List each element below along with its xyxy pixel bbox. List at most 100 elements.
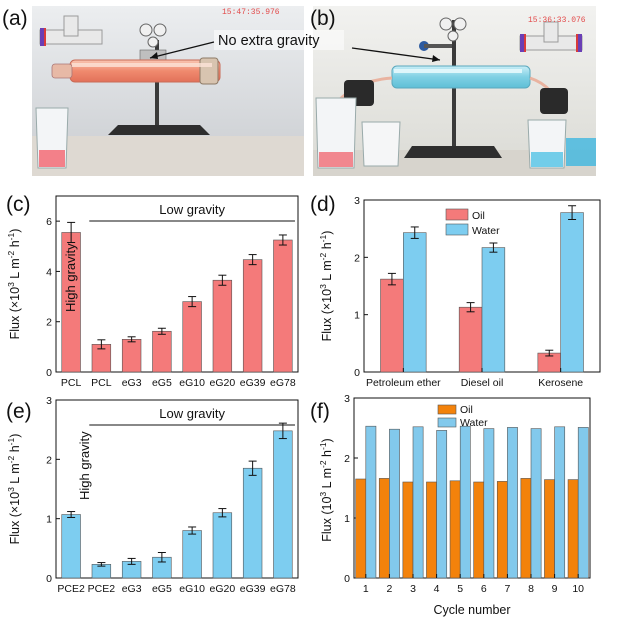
panel-label-c: (c) (6, 193, 31, 216)
panel-label-b: (b) (310, 7, 336, 30)
tube-a (51, 57, 221, 85)
chart-c-ytick-label: 0 (46, 367, 52, 379)
chart-f-xtick-label: 7 (504, 583, 510, 595)
chart-e-low-gravity-label: Low gravity (159, 406, 225, 421)
chart-e-ytick-label: 2 (46, 454, 52, 466)
chart-f-ylabel: Flux (103 L m-2 h-1) (318, 438, 334, 541)
chart-d-ytick-label: 2 (354, 252, 360, 264)
chart-f-xtick-label: 10 (572, 583, 584, 595)
chart-d-ytick-label: 0 (354, 367, 360, 379)
beaker-a (35, 107, 69, 169)
chart-d-xtick-label: Petroleum ether (366, 377, 441, 389)
chart-f-legend-label-water: Water (460, 417, 488, 429)
chart-f-bar-oil (449, 480, 461, 579)
chart-e-xtick-label: eG5 (152, 583, 172, 595)
chart-e-bar (61, 514, 81, 579)
chart-d-legend-label-water: Water (472, 225, 500, 237)
chart-c-plot-frame (55, 195, 299, 373)
chart-c-xtick-label: eG10 (179, 377, 205, 389)
chart-c-bar (273, 239, 293, 373)
chart-f-xtick-label: 3 (410, 583, 416, 595)
chart-f-ytick-label: 1 (344, 513, 350, 525)
chart-e-ylabel: Flux (×103 L m-2 h-1) (6, 434, 22, 545)
chart-f-bar-water (507, 427, 518, 579)
photo-b: 15:36:33.076 (313, 6, 596, 176)
chart-c-ytick-label: 4 (46, 266, 52, 278)
chart-c-ylabel: Flux (×103 L m-2 h-1) (6, 229, 22, 340)
chart-e-xtick-label: eG20 (210, 583, 236, 595)
chart-e-ytick-label: 3 (46, 395, 52, 407)
chart-c-xtick-label: eG39 (240, 377, 266, 389)
pipe-inset-icon (39, 15, 103, 46)
chart-f-bar-oil (544, 479, 555, 579)
chart-c-xtick-label: eG78 (270, 377, 296, 389)
chart-c-ytick-label: 6 (46, 216, 52, 228)
chart-c-bar (242, 259, 263, 373)
chart-f-bar-oil (473, 481, 485, 579)
chart-e-ytick-label: 1 (46, 514, 52, 526)
chart-d-bar-oil (380, 278, 404, 373)
chart-f-bar-oil (355, 478, 367, 579)
chart-d-legend-swatch-water (445, 223, 469, 236)
chart-e-xtick-label: PCE2 (57, 583, 85, 595)
chart-c-bar (182, 301, 202, 373)
annotation-arrow-a (149, 41, 215, 59)
chart-f-bar-oil (496, 481, 508, 579)
annotation-arrow-b (351, 47, 441, 61)
chart-d-legend-label-oil: Oil (472, 210, 485, 222)
annotation-no-extra-gravity: No extra gravity (218, 33, 320, 49)
chart-f-xtick-label: 6 (481, 583, 487, 595)
chart-c-xtick-label: eG20 (210, 377, 236, 389)
chart-f-ytick-label: 3 (344, 393, 350, 405)
chart-f-bar-water (365, 425, 377, 579)
chart-d: (d) 0 1 2 3 Petroleum ether Diesel oil Kerosene… (310, 193, 601, 389)
chart-c-bar (152, 330, 172, 373)
chart-f-xtick-label: 1 (363, 583, 369, 595)
chart-f-bar-water (436, 430, 448, 579)
chart-d-xtick-label: Kerosene (538, 377, 583, 389)
photo-a-table (32, 136, 304, 176)
chart-e-bar (242, 467, 263, 579)
annotation-arrowhead-b (432, 55, 440, 62)
chart-f-bar-oil (520, 478, 532, 579)
beaker-b-right (527, 119, 596, 169)
panel-label-a: (a) (2, 7, 28, 30)
chart-f-bar-water (530, 428, 542, 579)
stand-a (108, 23, 210, 135)
chart-f-ytick-label: 2 (344, 453, 350, 465)
chart-c-xtick-label: PCL (91, 377, 112, 389)
chart-f-bar-water (554, 426, 566, 579)
chart-f-bar-water (459, 425, 471, 579)
photo-a-timestamp: 15:47:35.976 (222, 8, 280, 17)
chart-d-ylabel: Flux (×103 L m-2 h-1) (318, 231, 334, 342)
panel-label-e: (e) (6, 400, 32, 423)
chart-c-high-gravity-label: High gravity (63, 243, 78, 312)
chart-d-bar-oil (458, 306, 483, 373)
chart-c-low-gravity-label: Low gravity (159, 202, 225, 217)
annotation-backdrop (214, 30, 344, 50)
chart-f-xtick-label: 5 (457, 583, 463, 595)
chart-d-bar-water (481, 247, 506, 373)
chart-d-bar-water (403, 232, 427, 373)
chart-c-bar (212, 279, 233, 373)
pipe-inset-icon (519, 21, 583, 52)
chart-f-bar-oil (402, 481, 414, 579)
chart-e-xtick-label: eG3 (122, 583, 142, 595)
chart-f-bar-water (412, 426, 424, 579)
chart-f-legend-swatch-oil (437, 404, 457, 415)
chart-e-high-gravity-label: High gravity (77, 431, 92, 500)
chart-c: (c) 0 2 4 6 PCL PCL eG3 eG5 eG10 eG20 eG39 eG78 Low g… (6, 193, 299, 389)
chart-e-xtick-label: eG39 (240, 583, 266, 595)
chart-c-xtick-label: eG5 (152, 377, 172, 389)
chart-e-bar (182, 530, 202, 579)
chart-f-bar-water (577, 427, 589, 579)
chart-e-bar (273, 430, 293, 579)
panel-label-d: (d) (310, 193, 336, 216)
chart-f-xtick-label: 4 (434, 583, 440, 595)
chart-f-xlabel: Cycle number (433, 603, 510, 617)
chart-f-legend-label-oil: Oil (460, 404, 473, 416)
chart-f-xtick-label: 9 (552, 583, 558, 595)
beaker-b-left (315, 97, 401, 169)
